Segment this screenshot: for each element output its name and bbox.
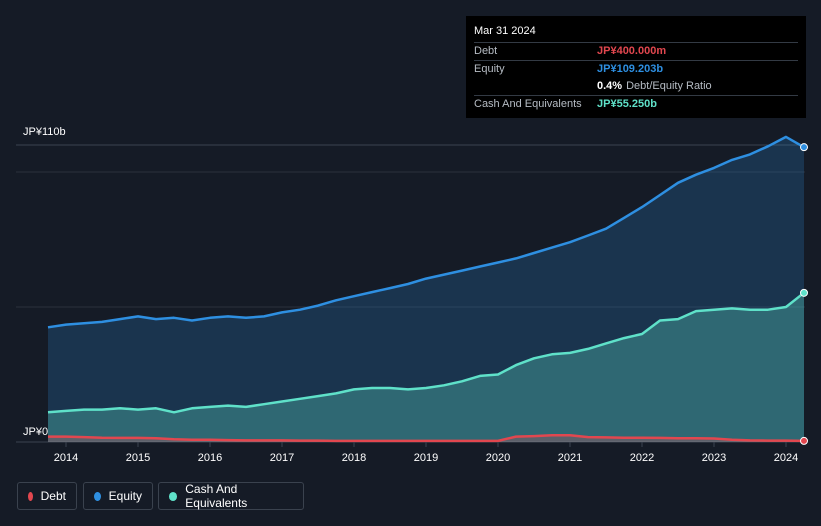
tooltip-debt-label: Debt	[474, 45, 498, 57]
x-tick-label: 2019	[414, 452, 438, 464]
x-tick-label: 2017	[270, 452, 294, 464]
tooltip-ratio-value: 0.4%	[597, 80, 623, 92]
x-tick-label: 2018	[342, 452, 366, 464]
legend-equity[interactable]: Equity	[83, 482, 153, 510]
legend-debt-dot	[28, 491, 33, 501]
legend-debt-label: Debt	[40, 489, 66, 503]
y-axis-bottom-label: JP¥0	[23, 426, 48, 438]
tooltip-equity-row: Equity JP¥109.203b	[474, 60, 798, 78]
tooltip-debt-value: JP¥400.000m	[597, 45, 667, 57]
tooltip-cash-label: Cash And Equivalents	[474, 98, 582, 110]
debt-line	[48, 434, 805, 443]
tooltip-cash-row: Cash And Equivalents JP¥55.250b	[474, 95, 798, 113]
tooltip-ratio-label: Debt/Equity Ratio	[626, 80, 712, 92]
x-tick-label: 2015	[126, 452, 150, 464]
series-lines	[47, 135, 805, 443]
debt-endpoint	[800, 436, 808, 445]
legend-cash-label: Cash And Equivalents	[185, 482, 248, 510]
series-endpoints	[800, 143, 808, 445]
x-tick-label: 2021	[558, 452, 582, 464]
cash-line	[47, 291, 805, 414]
equity-endpoint	[800, 143, 808, 152]
x-tick-label: 2022	[630, 452, 654, 464]
equity-area	[48, 136, 804, 442]
y-axis-top-label: JP¥110b	[23, 126, 66, 138]
legend-debt[interactable]: Debt	[17, 482, 77, 510]
cash-area	[48, 292, 804, 442]
series-areas	[48, 136, 804, 442]
legend-cash-dot	[169, 491, 178, 501]
legend-equity-label: Equity	[108, 489, 142, 503]
tooltip-debt-row: Debt JP¥400.000m	[474, 42, 798, 60]
x-tick-label: 2024	[774, 452, 798, 464]
tooltip-panel: Mar 31 2024 Debt JP¥400.000m Equity JP¥1…	[466, 16, 806, 118]
x-tick-label: 2014	[54, 452, 78, 464]
x-axis: 2014 2015 2016 2017 2018 2019 2020 2021 2022 2023…	[54, 442, 798, 464]
tooltip-equity-label: Equity	[474, 63, 505, 75]
tooltip-equity-value: JP¥109.203b	[597, 63, 664, 75]
tooltip-ratio-row: 0.4% Debt/Equity Ratio	[474, 78, 798, 95]
x-tick-label: 2023	[702, 452, 726, 464]
x-tick-label: 2016	[198, 452, 222, 464]
tooltip-cash-value: JP¥55.250b	[597, 98, 657, 110]
equity-line	[47, 135, 805, 329]
x-tick-label: 2020	[486, 452, 510, 464]
legend-equity-dot	[94, 491, 101, 501]
cash-endpoint	[800, 288, 808, 297]
legend-cash[interactable]: Cash And Equivalents	[158, 482, 304, 510]
tooltip-date: Mar 31 2024	[474, 25, 536, 37]
